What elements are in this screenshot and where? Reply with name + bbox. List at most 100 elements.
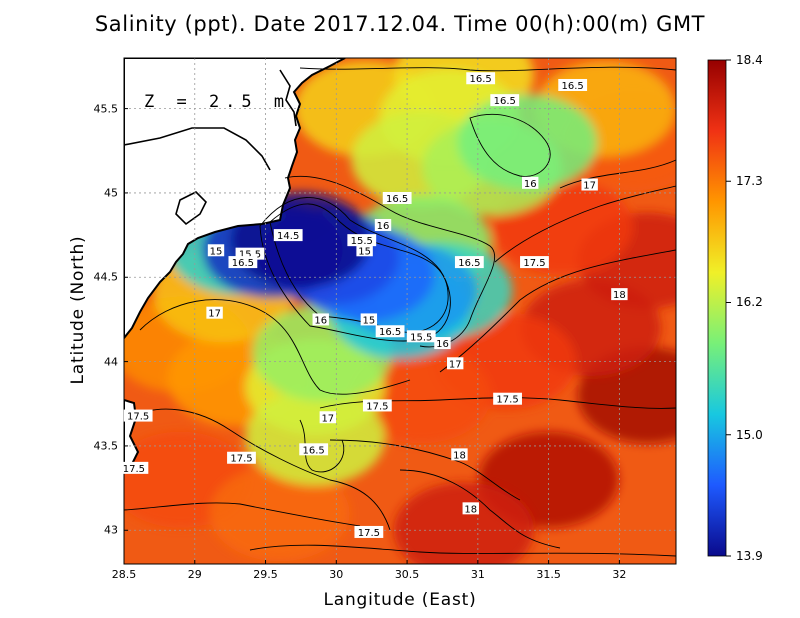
- contour-label: 16.5: [375, 325, 405, 338]
- svg-text:16.5: 16.5: [494, 96, 516, 107]
- plot-frame: [123, 57, 677, 565]
- colorbar-label: 17.3: [736, 174, 763, 189]
- contour-label: 15.5: [406, 330, 436, 343]
- x-axis-label: Langitude (East): [323, 590, 477, 610]
- contour-label: 18: [611, 288, 628, 301]
- svg-text:14.5: 14.5: [277, 231, 299, 242]
- inland-lake-2: [175, 191, 207, 226]
- contour-label: 16.5: [466, 72, 496, 85]
- svg-text:17.5: 17.5: [230, 454, 252, 465]
- y-tick-label: 44: [104, 355, 118, 369]
- contour-label: 16.5: [558, 78, 588, 92]
- contour-label: 15: [207, 244, 225, 257]
- contour-line: [249, 544, 676, 557]
- contour-label: 17.5: [362, 399, 392, 412]
- contour-label: 17.5: [123, 409, 153, 423]
- contour-label: 16: [434, 337, 451, 350]
- contour-label: 16.5: [228, 256, 258, 269]
- chart-title: Salinity (ppt). Date 2017.12.04. Time 00…: [94, 12, 706, 36]
- y-tick-label: 43.5: [93, 439, 119, 453]
- contour-line: [469, 114, 551, 177]
- svg-text:16: 16: [524, 179, 537, 190]
- contour-line: [124, 408, 391, 531]
- x-tick-label: 29.5: [253, 568, 278, 581]
- svg-text:17: 17: [208, 309, 221, 320]
- colorbar: [707, 59, 727, 557]
- svg-text:17.5: 17.5: [366, 401, 388, 412]
- contour-line: [284, 175, 496, 348]
- y-tick-label: 45.5: [93, 102, 119, 116]
- contour-label: 18: [462, 502, 479, 515]
- svg-text:17: 17: [321, 413, 334, 424]
- contour-label: 15.5: [235, 247, 265, 261]
- y-tick-label: 43: [104, 523, 118, 537]
- svg-text:15.5: 15.5: [351, 236, 373, 247]
- x-tick-label: 31: [470, 568, 485, 581]
- contour-label: 17: [206, 306, 223, 320]
- svg-text:17: 17: [583, 181, 596, 192]
- heatmap-field: [124, 58, 676, 564]
- x-tick-label: 29: [187, 568, 202, 581]
- svg-text:17.5: 17.5: [523, 258, 545, 269]
- contour-line: [259, 197, 451, 342]
- contour-label: 17.5: [119, 461, 149, 475]
- contour-label: 17.5: [227, 451, 256, 465]
- contour-label: 17.5: [520, 256, 549, 269]
- svg-text:17.5: 17.5: [127, 412, 149, 423]
- axis-ticks: [123, 108, 620, 564]
- svg-text:15.5: 15.5: [239, 250, 261, 261]
- svg-text:16: 16: [314, 315, 327, 326]
- contour-line: [399, 469, 561, 549]
- svg-text:15: 15: [210, 246, 223, 257]
- colorbar-label: 13.9: [736, 549, 763, 563]
- contour-label: 16.5: [490, 94, 520, 107]
- inland-lake-1: [124, 127, 271, 171]
- contour-label: 14.5: [273, 229, 303, 242]
- svg-text:18: 18: [613, 290, 626, 301]
- svg-text:16.5: 16.5: [458, 258, 480, 269]
- field-patch: [245, 389, 386, 486]
- svg-text:16.5: 16.5: [379, 327, 401, 338]
- x-tick-label: 28.5: [111, 568, 137, 581]
- contour-line: [124, 502, 361, 527]
- contour-label: 16: [374, 218, 392, 232]
- svg-text:17.5: 17.5: [123, 464, 145, 475]
- contour-label: 17.5: [493, 392, 522, 406]
- depth-label: Z = 2.5 m: [144, 92, 291, 112]
- contour-label: 15: [360, 313, 378, 326]
- svg-text:16.5: 16.5: [232, 258, 254, 269]
- svg-text:18: 18: [464, 504, 477, 515]
- x-tick-label: 32: [612, 568, 627, 581]
- field-patch: [209, 465, 350, 562]
- inland-river: [279, 69, 297, 127]
- svg-text:16.5: 16.5: [470, 74, 492, 85]
- contour-line: [299, 66, 676, 72]
- svg-text:17.5: 17.5: [358, 528, 380, 539]
- x-tick-label: 31.5: [536, 568, 561, 581]
- contour-label: 16.5: [299, 443, 329, 456]
- contour-label: 16.5: [454, 256, 484, 269]
- svg-text:16.5: 16.5: [562, 81, 584, 92]
- field-patch: [393, 482, 534, 564]
- field-patch: [457, 94, 598, 191]
- svg-text:16: 16: [436, 339, 449, 350]
- contour-label: 18: [451, 448, 468, 461]
- contour-label: 17: [447, 357, 464, 370]
- grid-lines: [124, 58, 676, 564]
- colorbar-label: 16.2: [736, 295, 763, 310]
- contour-label: 17.5: [354, 525, 384, 539]
- contour-label: 15.5: [347, 234, 377, 247]
- svg-text:15: 15: [362, 315, 375, 326]
- coast-land-north: [124, 58, 346, 340]
- svg-text:18: 18: [453, 450, 466, 461]
- x-tick-label: 30.5: [394, 568, 420, 581]
- contour-label: 16.5: [382, 191, 412, 205]
- colorbar-ticks: [726, 59, 731, 557]
- contour-label: 16: [522, 176, 539, 190]
- x-tick-label: 30: [329, 568, 344, 581]
- svg-text:16.5: 16.5: [386, 194, 408, 205]
- svg-text:17.5: 17.5: [496, 395, 518, 406]
- contour-label: 17: [581, 178, 598, 192]
